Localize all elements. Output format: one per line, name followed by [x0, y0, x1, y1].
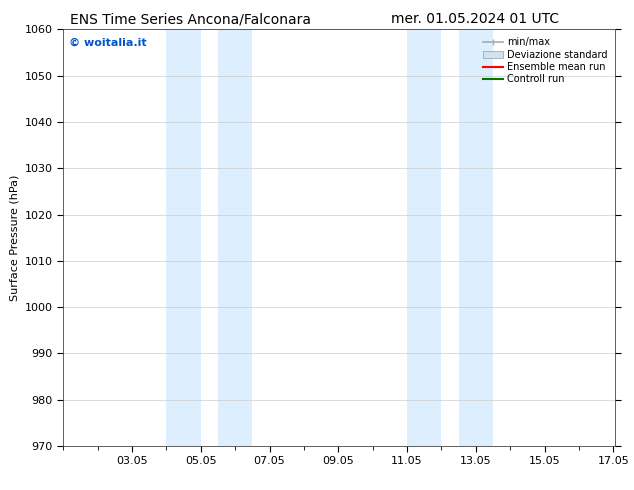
Legend: min/max, Deviazione standard, Ensemble mean run, Controll run: min/max, Deviazione standard, Ensemble m…: [481, 34, 610, 87]
Text: mer. 01.05.2024 01 UTC: mer. 01.05.2024 01 UTC: [391, 12, 560, 26]
Bar: [167, 29, 201, 446]
Y-axis label: Surface Pressure (hPa): Surface Pressure (hPa): [10, 174, 19, 301]
Text: ENS Time Series Ancona/Falconara: ENS Time Series Ancona/Falconara: [70, 12, 311, 26]
Bar: [407, 29, 441, 446]
Text: © woitalia.it: © woitalia.it: [69, 38, 146, 48]
Bar: [458, 29, 493, 446]
Bar: [218, 29, 252, 446]
